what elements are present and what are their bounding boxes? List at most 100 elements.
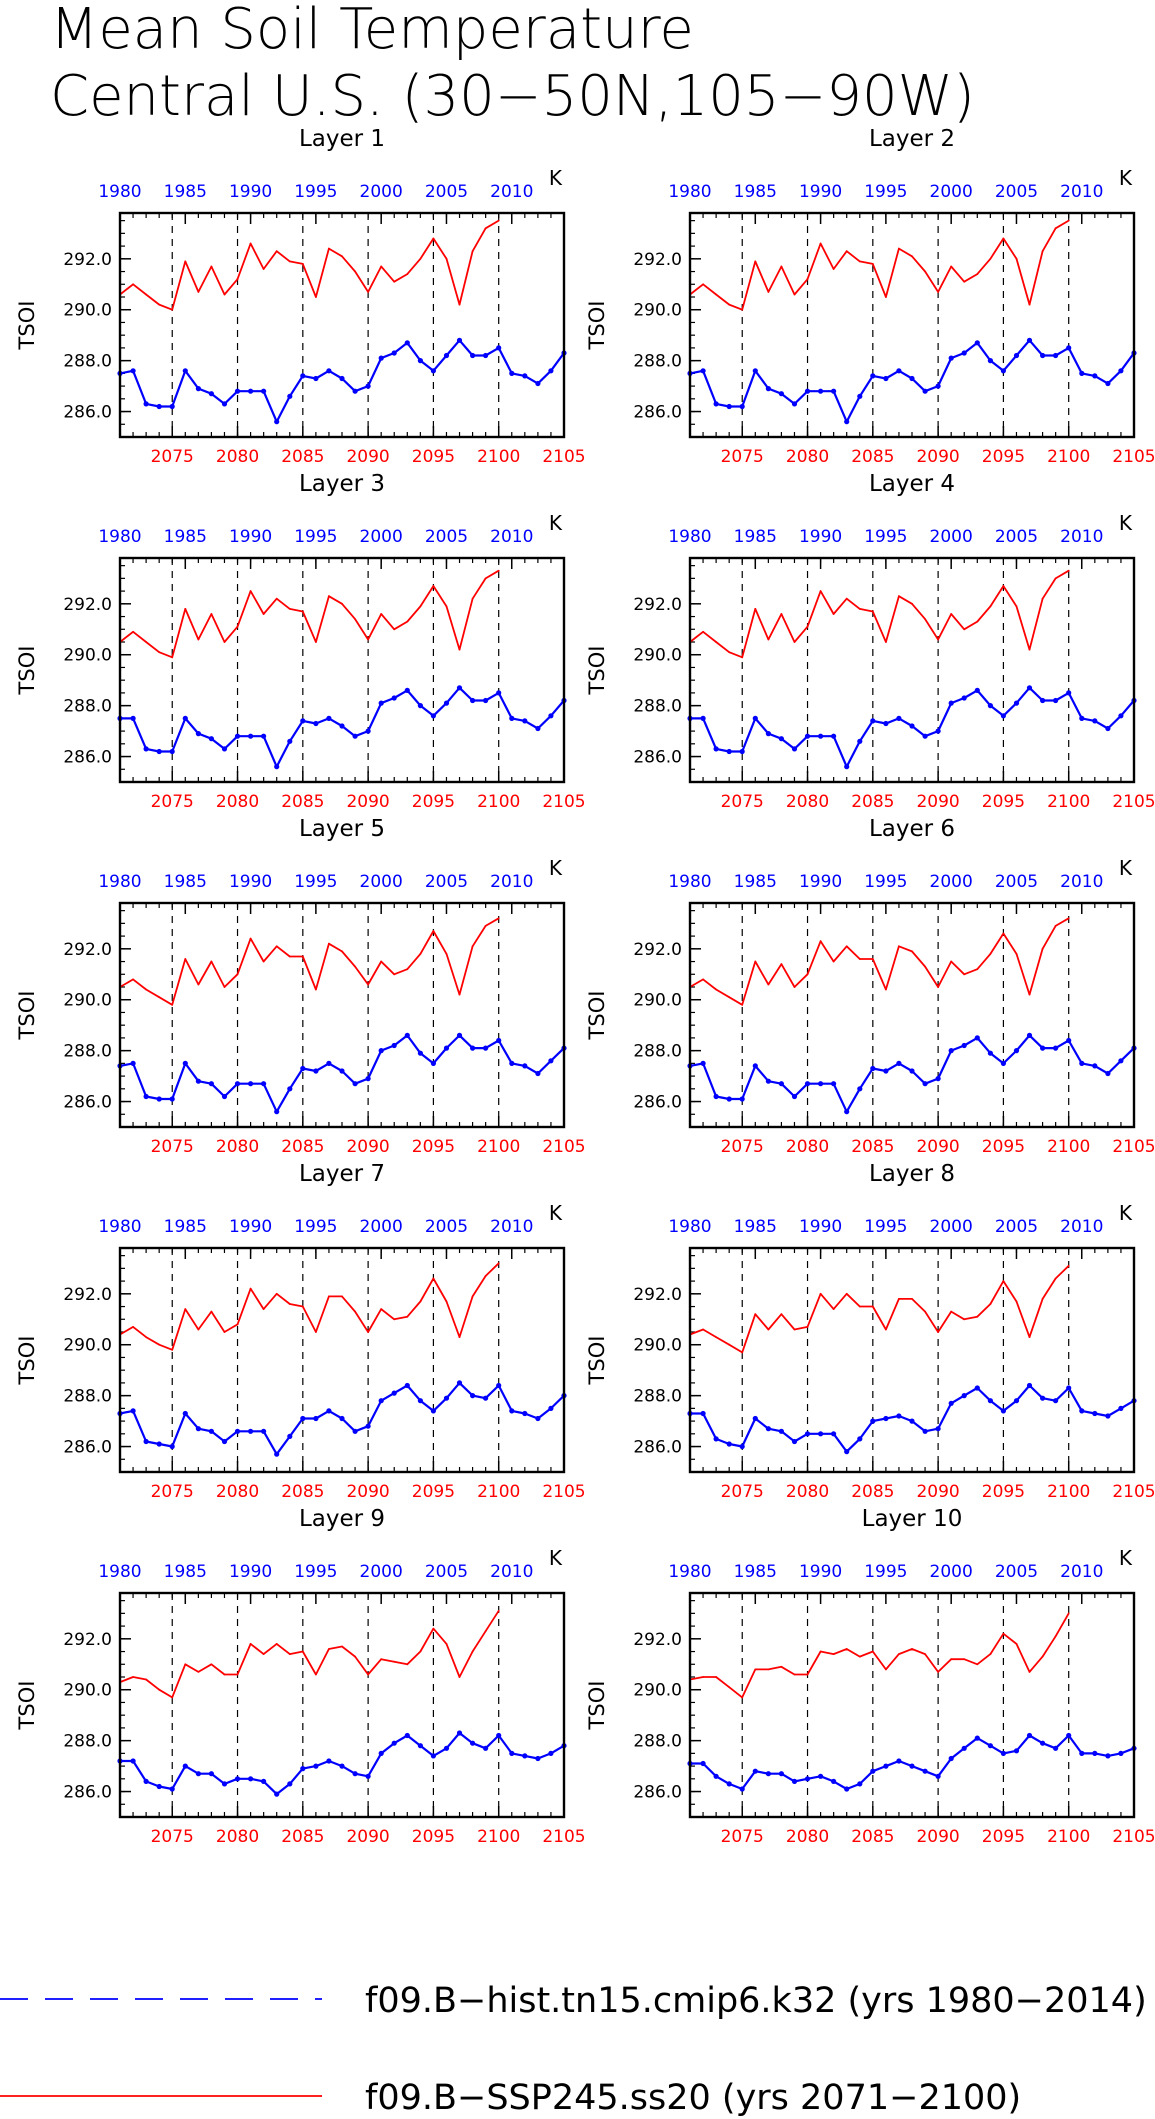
data-point-future xyxy=(406,1315,409,1318)
data-point-future xyxy=(1002,932,1005,935)
x-bottom-tick-label: 2105 xyxy=(542,792,585,812)
data-point-hist xyxy=(961,1393,967,1399)
x-bottom-tick-label: 2085 xyxy=(281,1482,324,1502)
data-point-future xyxy=(393,1660,396,1663)
data-point-hist xyxy=(378,1398,384,1404)
data-point-future xyxy=(249,1643,252,1645)
data-point-hist xyxy=(857,1436,863,1442)
data-point-future xyxy=(715,641,717,643)
data-point-hist xyxy=(1013,1748,1020,1754)
data-point-hist xyxy=(169,1443,175,1450)
data-point-future xyxy=(419,605,422,608)
data-point-future xyxy=(741,1696,744,1699)
data-point-hist xyxy=(1066,1385,1072,1391)
x-top-tick-label: 2000 xyxy=(360,1217,403,1237)
data-point-future xyxy=(1054,227,1057,230)
figure-title-line2: Central U.S. (30−50N,105−90W) xyxy=(50,64,975,129)
x-bottom-tick-label: 2105 xyxy=(1112,1482,1155,1502)
x-top-tick-label: 1985 xyxy=(164,527,207,547)
x-top-tick-label: 1980 xyxy=(98,527,141,547)
y-tick-label: 292.0 xyxy=(63,1285,112,1305)
data-point-hist xyxy=(326,368,332,374)
data-point-future xyxy=(341,950,343,953)
x-top-tick-label: 1990 xyxy=(799,872,842,892)
y-tick-label: 286.0 xyxy=(633,748,682,768)
x-top-tick-label: 1990 xyxy=(799,527,842,547)
series-future xyxy=(119,917,500,1006)
data-point-future xyxy=(458,303,461,306)
y-tick-label: 292.0 xyxy=(633,1630,682,1650)
data-point-future xyxy=(1028,993,1031,996)
data-point-future xyxy=(871,263,874,265)
data-point-hist xyxy=(1040,697,1046,704)
data-point-future xyxy=(819,1650,822,1653)
data-point-future xyxy=(210,613,213,615)
series-line-future xyxy=(119,219,500,311)
data-point-future xyxy=(223,1673,226,1676)
data-point-hist xyxy=(791,401,798,407)
x-bottom-tick-label: 2090 xyxy=(346,447,389,467)
data-point-hist xyxy=(713,746,719,752)
data-point-future xyxy=(832,960,835,963)
data-point-future xyxy=(741,308,744,311)
panel-layer-7: Layer 7 K TSOI 2075 2080 2085 2090 2095 2100 2105… xyxy=(15,1161,586,1502)
data-point-future xyxy=(963,280,966,283)
x-top-tick-label: 1995 xyxy=(864,1562,907,1582)
data-point-hist xyxy=(234,733,241,739)
panel-layer-9: Layer 9 K TSOI 2075 2080 2085 2090 2095 2100 2105… xyxy=(15,1506,586,1847)
panel-title: Layer 10 xyxy=(862,1506,963,1532)
data-point-hist xyxy=(430,1753,436,1759)
data-point-future xyxy=(1041,1298,1044,1300)
x-bottom-tick-label: 2100 xyxy=(477,1137,520,1157)
data-point-hist xyxy=(248,733,254,739)
data-point-hist xyxy=(765,731,772,737)
data-point-future xyxy=(937,986,939,988)
data-point-hist xyxy=(417,1050,423,1056)
x-bottom-tick-label: 2095 xyxy=(982,792,1025,812)
data-point-hist xyxy=(208,1081,214,1087)
data-point-hist xyxy=(1053,697,1059,704)
data-point-future xyxy=(885,988,887,991)
data-point-future xyxy=(702,283,704,286)
units-label: K xyxy=(549,511,563,535)
data-point-hist xyxy=(378,700,384,706)
data-point-hist xyxy=(143,1438,149,1445)
data-point-future xyxy=(223,293,226,296)
plot-frame xyxy=(118,1591,566,1819)
data-point-hist xyxy=(818,1431,824,1437)
x-bottom-tick-label: 2100 xyxy=(1047,1482,1090,1502)
series-hist xyxy=(117,337,567,425)
data-point-future xyxy=(911,1648,913,1650)
data-point-future xyxy=(1067,219,1070,222)
data-point-future xyxy=(1028,1671,1031,1673)
data-point-hist xyxy=(221,1093,228,1100)
x-bottom-tick-label: 2075 xyxy=(721,447,764,467)
data-point-future xyxy=(1054,925,1057,927)
x-top-tick-label: 2000 xyxy=(360,1562,403,1582)
data-point-future xyxy=(367,291,369,293)
data-point-future xyxy=(924,1310,926,1313)
data-point-hist xyxy=(909,375,915,382)
y-tick-label: 286.0 xyxy=(633,1093,682,1113)
data-point-future xyxy=(885,1668,887,1671)
x-bottom-tick-label: 2100 xyxy=(477,1482,520,1502)
data-point-hist xyxy=(1000,1750,1007,1756)
panel-title: Layer 3 xyxy=(299,471,385,497)
data-point-future xyxy=(406,620,409,623)
data-point-hist xyxy=(844,419,850,425)
data-point-hist xyxy=(535,1070,541,1077)
data-point-future xyxy=(484,577,487,580)
data-point-hist xyxy=(1092,1750,1098,1756)
data-point-future xyxy=(301,1650,304,1653)
x-top-tick-label: 2005 xyxy=(425,527,468,547)
data-point-future xyxy=(393,1318,396,1321)
data-point-future xyxy=(328,942,330,945)
data-point-hist xyxy=(470,352,476,359)
data-point-future xyxy=(819,242,822,245)
data-point-hist xyxy=(1040,1395,1046,1401)
x-bottom-tick-label: 2105 xyxy=(542,447,585,467)
data-point-hist xyxy=(522,1753,528,1759)
data-point-future xyxy=(184,260,187,263)
data-point-hist xyxy=(870,373,876,379)
data-point-hist xyxy=(844,764,850,770)
